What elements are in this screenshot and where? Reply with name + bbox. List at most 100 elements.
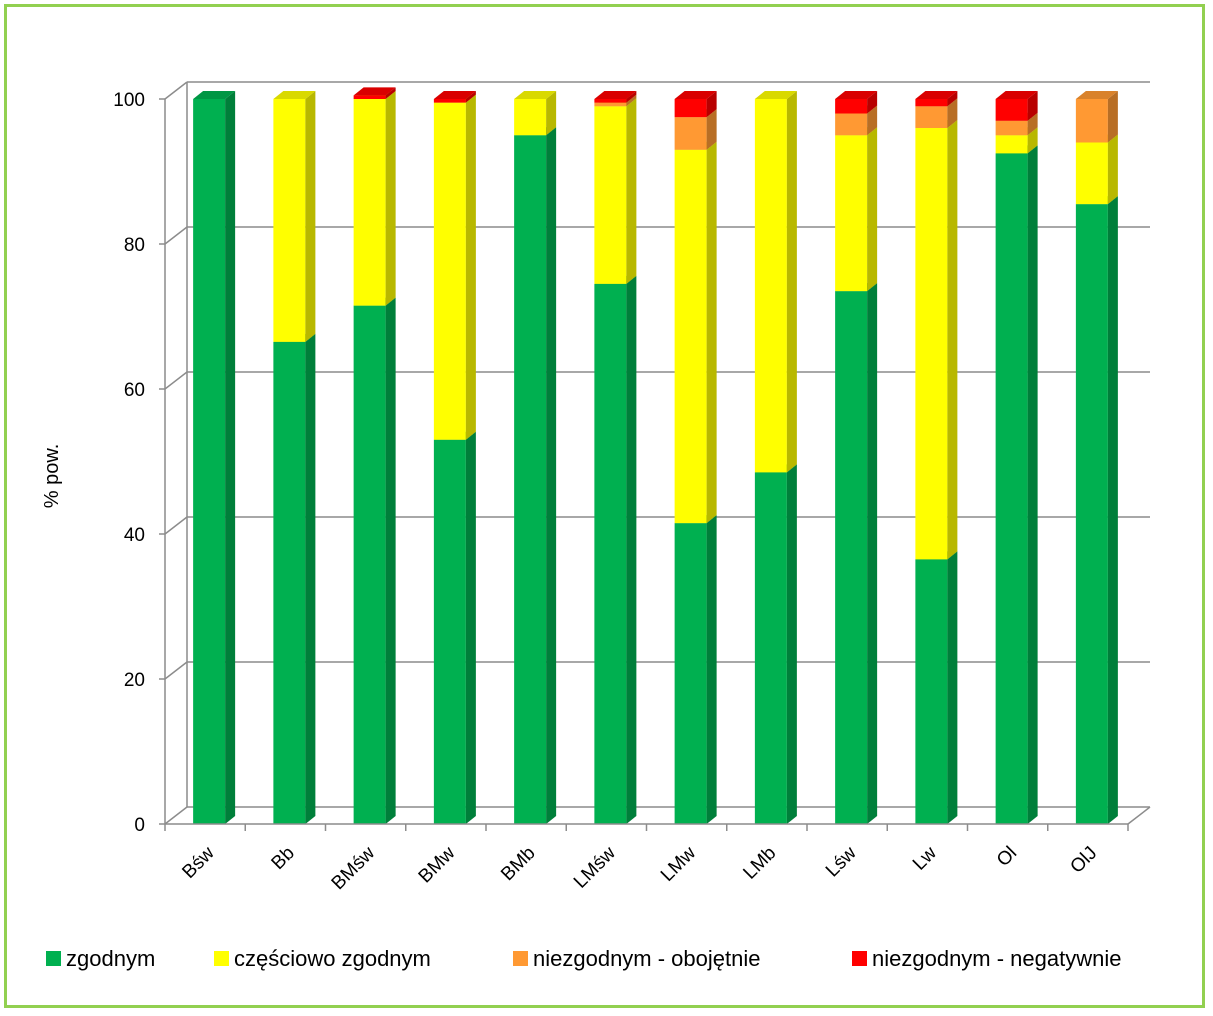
x-tick-label: LMw: [657, 842, 700, 885]
bar-side: [546, 127, 557, 824]
bar-front: [594, 102, 627, 107]
bar-side: [1107, 196, 1118, 824]
bar-segment: [594, 275, 637, 824]
bar-side: [465, 91, 476, 103]
bar-side: [305, 333, 316, 824]
bar-side: [385, 297, 396, 824]
legend-swatch: [513, 951, 528, 966]
bar-segment: [754, 91, 797, 473]
bar-side: [1027, 145, 1038, 824]
bar-side: [626, 94, 637, 107]
bar-front: [353, 95, 386, 99]
bar-side: [706, 515, 717, 824]
bar-segment: [433, 91, 476, 103]
bars: [193, 87, 1118, 824]
legend-swatch: [46, 951, 61, 966]
bar-front: [273, 341, 306, 824]
legend-label: niezgodnym - negatywnie: [872, 946, 1121, 971]
bar-segment: [353, 297, 396, 824]
bar-front: [514, 135, 547, 824]
bar-top: [915, 91, 958, 99]
bar-front: [995, 135, 1028, 154]
bar-side: [465, 94, 476, 440]
y-tick-label: 40: [124, 525, 145, 546]
legend: zgodnym częściowo zgodnym niezgodnym - obo…: [46, 946, 1121, 971]
bar-side: [706, 91, 717, 118]
bar-top: [193, 91, 236, 99]
legend-swatch: [852, 951, 867, 966]
bar-front: [1075, 204, 1108, 824]
y-tick-label: 100: [113, 90, 145, 111]
bar-front: [915, 106, 948, 128]
bar-side: [626, 91, 637, 103]
bar-front: [674, 117, 707, 150]
gridline-depth: [164, 661, 188, 680]
bar-side: [385, 91, 396, 306]
gridline-depth: [164, 371, 188, 390]
y-tick-labels: 0 20 40 60 80 100: [113, 90, 145, 836]
bar-front: [995, 153, 1028, 824]
bar-side: [947, 91, 958, 107]
bar-front: [754, 99, 787, 473]
legend-label: częściowo zgodnym: [234, 946, 431, 971]
bar-top: [995, 91, 1038, 99]
bar-segment: [995, 91, 1038, 121]
x-tick-label: LMb: [739, 843, 780, 884]
x-tick-label: BMśw: [328, 842, 380, 894]
bar-front: [353, 305, 386, 824]
gridline-depth: [164, 226, 188, 245]
bar-top: [594, 91, 637, 99]
bar-top: [1075, 91, 1118, 99]
y-tick-label: 80: [124, 235, 145, 256]
bar-front: [514, 99, 547, 136]
bar-front: [835, 113, 868, 136]
bar-front: [1075, 142, 1108, 205]
bar-front: [674, 99, 707, 118]
bar-segment: [353, 91, 396, 306]
bar-top: [353, 87, 396, 96]
bar-front: [674, 149, 707, 524]
bar-front: [835, 99, 868, 114]
x-tick-label: Ol: [993, 843, 1021, 871]
gridline-depth: [164, 806, 188, 825]
bar-segment: [273, 91, 316, 342]
bar-segment: [433, 94, 476, 440]
x-tick-label: BMw: [415, 842, 460, 887]
bar-side: [706, 109, 717, 150]
x-tick-label: Lśw: [822, 842, 861, 881]
bar-side: [947, 120, 958, 560]
bar-front: [594, 283, 627, 824]
bar-front: [915, 99, 948, 107]
bar-top: [514, 91, 557, 99]
bar-front: [835, 135, 868, 292]
bar-top: [674, 91, 717, 99]
bar-front: [273, 99, 306, 342]
bar-segment: [915, 120, 958, 560]
bar-front: [594, 99, 627, 103]
gridline-depth: [164, 81, 188, 100]
bar-segment: [514, 127, 557, 824]
y-axis-label: % pow.: [41, 444, 63, 508]
bar-front: [1075, 99, 1108, 143]
bar-side: [305, 91, 316, 342]
x-tick-label: OlJ: [1066, 843, 1101, 878]
gridline-depth: [164, 516, 188, 535]
bar-front: [754, 472, 787, 824]
bar-top: [754, 91, 797, 99]
bar-front: [353, 99, 386, 306]
bar-side: [706, 141, 717, 524]
bar-side: [867, 283, 878, 824]
bar-segment: [674, 515, 717, 824]
bar-segment: [353, 87, 396, 99]
bar-top: [433, 91, 476, 99]
bar-side: [385, 87, 396, 99]
bar-front: [915, 559, 948, 824]
bar-front: [433, 99, 466, 103]
bar-side: [786, 464, 797, 824]
bar-segment: [674, 141, 717, 524]
x-tick-labels: Bśw Bb BMśw BMw BMb LMśw LMw LMb Lśw Lw Ol OlJ: [178, 842, 1101, 894]
bar-segment: [1075, 91, 1118, 143]
bar-segment: [754, 464, 797, 824]
bar-segment: [674, 91, 717, 118]
